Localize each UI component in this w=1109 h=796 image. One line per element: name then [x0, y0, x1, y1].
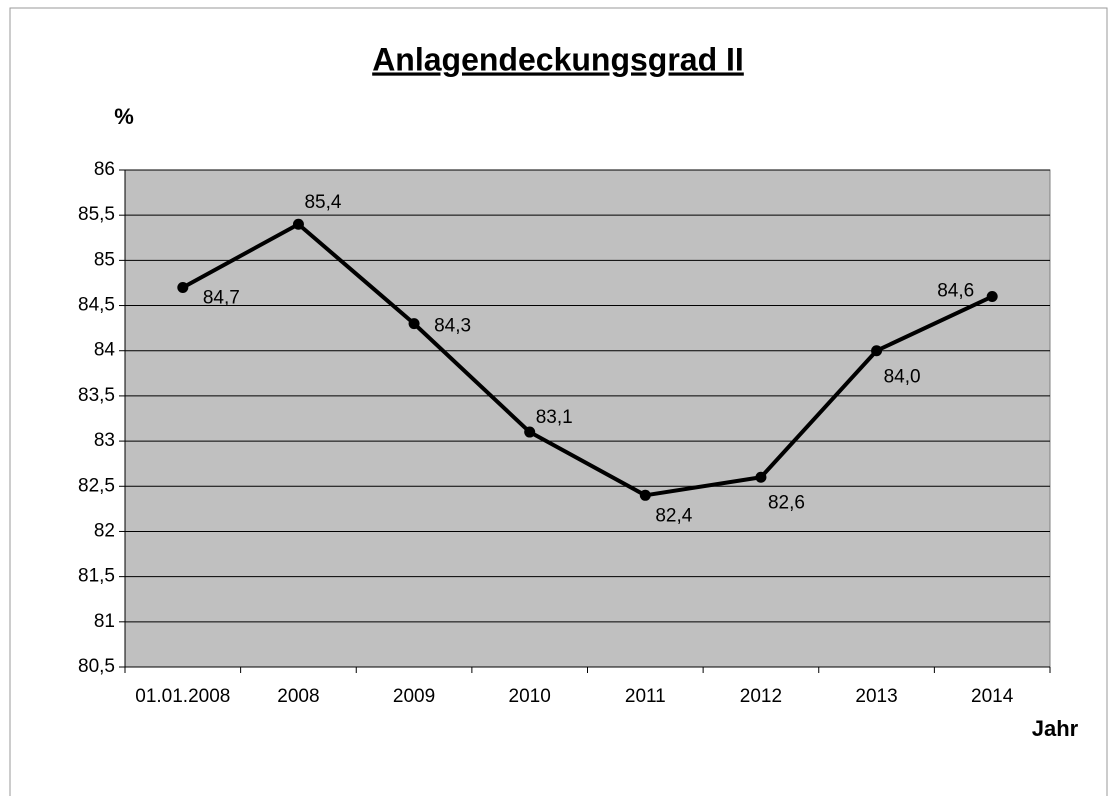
data-label: 84,3: [434, 316, 471, 337]
x-tick-label: 2011: [625, 686, 666, 707]
x-tick-label: 2014: [971, 686, 1014, 707]
y-tick-label: 82: [94, 520, 115, 541]
y-tick-label: 85,5: [78, 204, 115, 225]
x-axis-label: Jahr: [1032, 716, 1079, 741]
plot-area: [124, 169, 1051, 668]
data-label: 82,6: [768, 492, 805, 513]
y-tick-label: 81: [94, 611, 115, 632]
chart-title: Anlagendeckungsgrad II: [372, 41, 744, 77]
data-label: 83,1: [536, 407, 573, 428]
point: [177, 281, 189, 293]
y-tick-label: 82,5: [78, 475, 115, 496]
y-tick-label: 84: [94, 340, 116, 361]
y-tick-label: 80,5: [78, 656, 115, 677]
point: [408, 318, 420, 330]
y-axis-label: %: [114, 104, 134, 129]
data-label: 82,4: [655, 505, 692, 526]
data-label: 84,6: [937, 281, 974, 302]
point: [639, 489, 651, 501]
point: [292, 218, 304, 230]
data-label: 84,7: [203, 287, 240, 308]
point: [986, 291, 998, 303]
y-tick-label: 86: [94, 159, 115, 180]
point: [524, 426, 536, 438]
y-tick-label: 85: [94, 249, 115, 270]
point: [755, 471, 767, 483]
x-tick-label: 01.01.2008: [135, 686, 230, 707]
x-tick-label: 2013: [855, 686, 897, 707]
x-tick-label: 2009: [393, 686, 435, 707]
y-tick-label: 81,5: [78, 566, 115, 587]
y-tick-label: 83: [94, 430, 115, 451]
x-tick-label: 2008: [277, 686, 319, 707]
x-tick-label: 2012: [740, 686, 782, 707]
data-label: 84,0: [884, 367, 921, 388]
y-tick-label: 84,5: [78, 295, 115, 316]
line: [181, 222, 994, 498]
data-label: 85,4: [304, 192, 341, 213]
x-tick-label: 2010: [509, 686, 551, 707]
point: [871, 345, 883, 357]
y-tick-label: 83,5: [78, 385, 115, 406]
